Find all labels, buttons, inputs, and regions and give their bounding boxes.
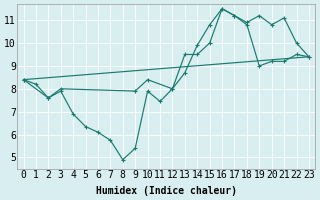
X-axis label: Humidex (Indice chaleur): Humidex (Indice chaleur): [96, 186, 237, 196]
